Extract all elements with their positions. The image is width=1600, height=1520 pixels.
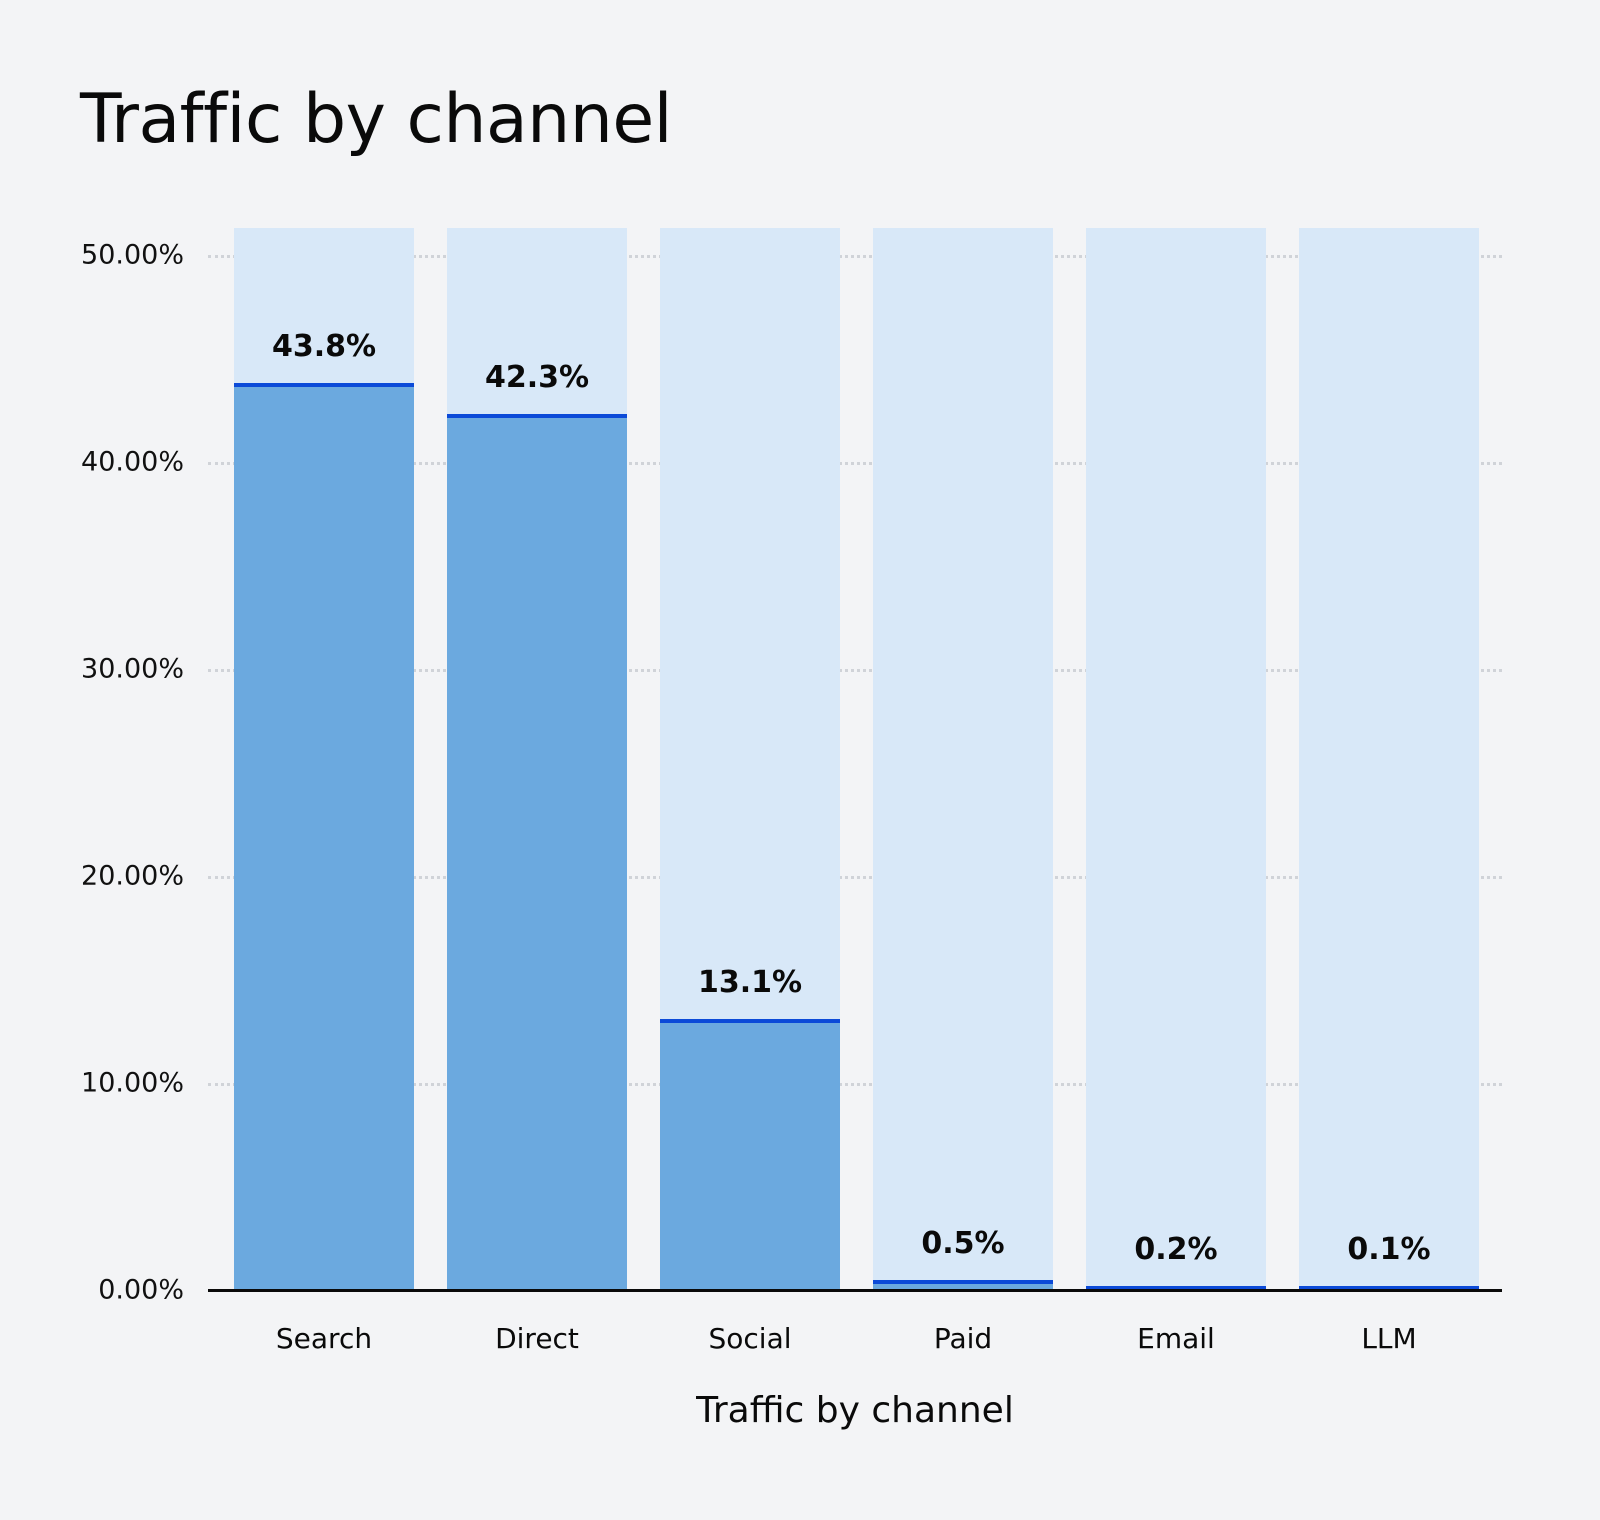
x-tick-label: Email	[1137, 1322, 1215, 1355]
x-axis-line	[208, 1289, 1502, 1292]
bar-social[interactable]	[660, 1018, 840, 1292]
gridline	[208, 669, 1502, 672]
x-tick-label: Social	[708, 1322, 792, 1355]
y-tick-label: 40.00%	[81, 446, 184, 478]
bar-background	[873, 228, 1053, 1292]
gridline	[208, 255, 1502, 258]
chart-title: Traffic by channel	[80, 80, 673, 159]
x-axis-label: Traffic by channel	[696, 1390, 1014, 1431]
bar-background	[1086, 228, 1266, 1292]
y-tick-label: 10.00%	[81, 1067, 184, 1099]
x-tick-label: Paid	[933, 1322, 993, 1355]
y-tick-label: 0.00%	[98, 1274, 184, 1306]
x-tick-label: LLM	[1361, 1322, 1417, 1355]
bar-value-label: 0.2%	[1134, 1231, 1218, 1267]
bar-value-label: 13.1%	[697, 964, 803, 1000]
bar-search[interactable]	[234, 383, 414, 1292]
x-tick-label: Direct	[495, 1322, 579, 1355]
bar-value-label: 0.1%	[1347, 1232, 1431, 1267]
plot-area: 43.8% 42.3% 13.1% 0.5% 0.2% 0.1%	[208, 228, 1502, 1292]
gridline	[208, 1083, 1502, 1086]
bar-direct[interactable]	[447, 414, 627, 1292]
gridline	[208, 876, 1502, 879]
bar-background	[1299, 228, 1479, 1292]
gridline	[208, 462, 1502, 465]
bar-email[interactable]	[1086, 1285, 1266, 1292]
y-tick-label: 50.00%	[81, 239, 184, 271]
y-tick-label: 30.00%	[81, 653, 184, 685]
bar-value-label: 42.3%	[484, 360, 590, 396]
bar-paid[interactable]	[873, 1279, 1053, 1292]
y-tick-label: 20.00%	[81, 860, 184, 892]
bar-value-label: 0.5%	[921, 1225, 1005, 1261]
x-tick-label: Search	[275, 1322, 373, 1355]
bar-value-label: 43.8%	[271, 329, 377, 365]
